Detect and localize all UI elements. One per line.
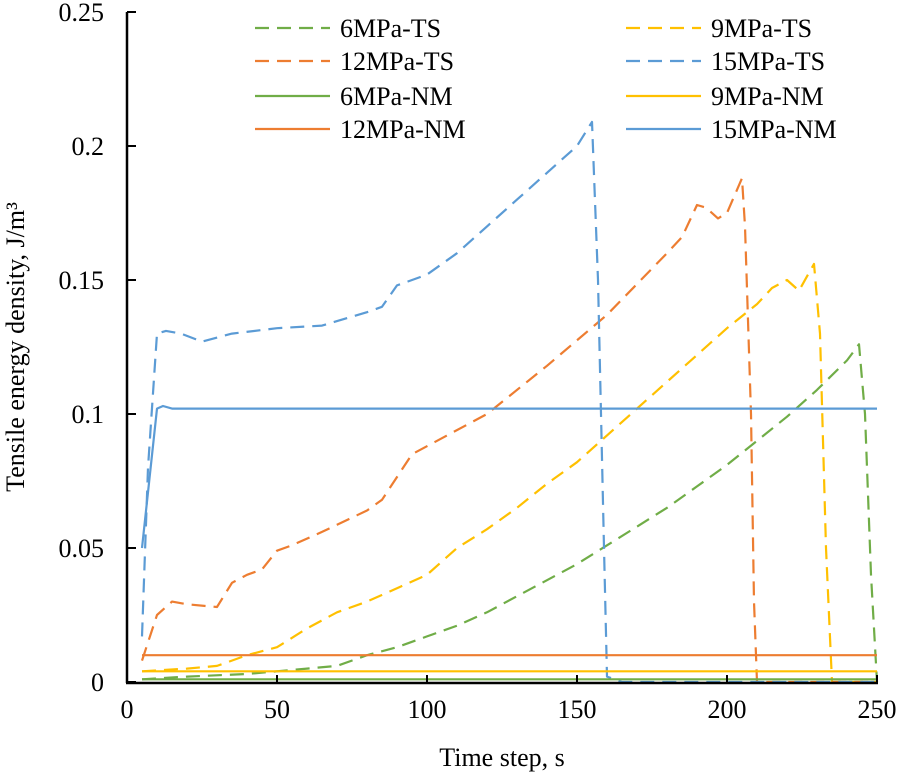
y-tick-label: 0.25	[59, 0, 105, 27]
legend-item: 9MPa-NM	[626, 82, 824, 111]
legend-item: 6MPa-TS	[255, 14, 441, 43]
y-tick-label: 0.1	[72, 400, 105, 429]
legend-item: 12MPa-NM	[255, 115, 466, 144]
legend-label: 15MPa-NM	[711, 115, 837, 144]
y-tick-label: 0	[91, 668, 104, 697]
legend-item: 6MPa-NM	[255, 82, 453, 111]
legend-label: 6MPa-NM	[340, 82, 453, 111]
legend-label: 12MPa-TS	[340, 47, 454, 76]
legend: 6MPa-TS 9MPa-TS 12MPa-TS 15MPa-TS 6MPa-NM 9MP…	[255, 14, 837, 144]
legend-item: 15MPa-NM	[626, 115, 837, 144]
y-tick-label: 0.15	[59, 266, 105, 295]
legend-label: 12MPa-NM	[340, 115, 466, 144]
series-line-15mpa-ts	[140, 120, 877, 684]
legend-label: 9MPa-TS	[711, 14, 812, 43]
x-tick-label: 250	[858, 695, 897, 724]
series-line-15mpa-nm	[140, 404, 877, 549]
legend-label: 9MPa-NM	[711, 82, 824, 111]
legend-label: 6MPa-TS	[340, 14, 441, 43]
series-line-6mpa-ts	[141, 343, 879, 683]
y-tick-label: 0.05	[59, 534, 105, 563]
legend-item: 12MPa-TS	[255, 47, 454, 76]
x-tick-label: 0	[121, 695, 134, 724]
x-tick-label: 150	[558, 695, 597, 724]
legend-item: 9MPa-TS	[626, 14, 812, 43]
x-tick-label: 100	[408, 695, 447, 724]
legend-label: 15MPa-TS	[711, 47, 825, 76]
series-layer	[140, 120, 879, 684]
ticks: 0 50 100 150 200 250 0 0.05 0.1 0.15 0.2 0.25	[59, 0, 897, 724]
y-axis-label: Tensile energy density, J/m³	[1, 202, 30, 492]
x-axis-label: Time step, s	[439, 743, 564, 772]
series-line-9mpa-ts	[141, 262, 877, 684]
x-tick-label: 50	[264, 695, 290, 724]
series-line-12mpa-ts	[140, 177, 877, 684]
x-tick-label: 200	[708, 695, 747, 724]
legend-item: 15MPa-TS	[626, 47, 825, 76]
y-tick-label: 0.2	[72, 132, 105, 161]
